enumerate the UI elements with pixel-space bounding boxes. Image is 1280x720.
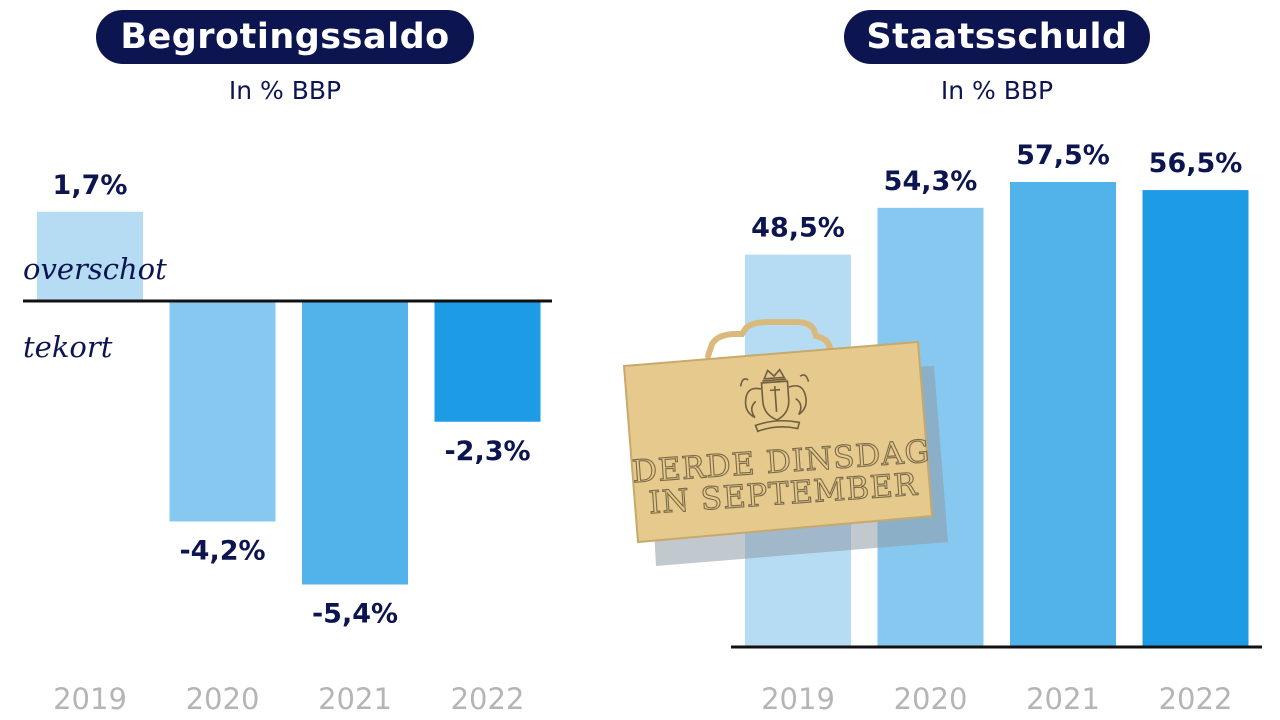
saldo-bar-2021 [302, 301, 408, 585]
saldo-value-label: -4,2% [179, 536, 265, 567]
saldo-year-label: 2020 [186, 682, 260, 716]
schuld-year-label: 2019 [761, 682, 835, 716]
briefcase-icon: DERDE DINSDAG IN SEPTEMBER [622, 319, 948, 566]
briefcase-body [622, 340, 934, 544]
saldo-year-label: 2022 [451, 682, 525, 716]
tekort-label: tekort [23, 330, 113, 364]
schuld-bar-2022 [1142, 190, 1249, 646]
schuld-value-label: 54,3% [884, 166, 978, 197]
begrotingssaldo-title: Begrotingssaldo [96, 10, 474, 64]
briefcase-handle [705, 319, 833, 359]
saldo-year-label: 2019 [53, 682, 127, 716]
schuld-year-label: 2020 [894, 682, 968, 716]
overschot-label: overschot [23, 252, 167, 286]
schuld-value-label: 48,5% [751, 213, 845, 244]
schuld-value-label: 56,5% [1149, 148, 1243, 179]
schuld-year-label: 2022 [1159, 682, 1233, 716]
saldo-year-label: 2021 [318, 682, 392, 716]
schuld-value-label: 57,5% [1016, 140, 1110, 171]
schuld-bar-2021 [1010, 182, 1116, 646]
schuld-year-label: 2021 [1026, 682, 1100, 716]
saldo-bar-2022 [434, 301, 541, 422]
staatsschuld-title: Staatsschuld [844, 10, 1150, 64]
saldo-value-label: -5,4% [312, 599, 398, 630]
saldo-value-label: -2,3% [444, 436, 530, 467]
saldo-bar-2019 [37, 211, 143, 301]
begrotingssaldo-chart: 1,7% 2019 -4,2% 2020 -5,4% 2021 -2,3% 2022 overs… [23, 170, 552, 716]
saldo-value-label: 1,7% [53, 170, 128, 201]
begrotingssaldo-subtitle: In % BBP [228, 76, 342, 105]
saldo-bar-2020 [169, 301, 276, 522]
staatsschuld-subtitle: In % BBP [940, 76, 1054, 105]
royal-coat-of-arms-icon [739, 368, 810, 433]
